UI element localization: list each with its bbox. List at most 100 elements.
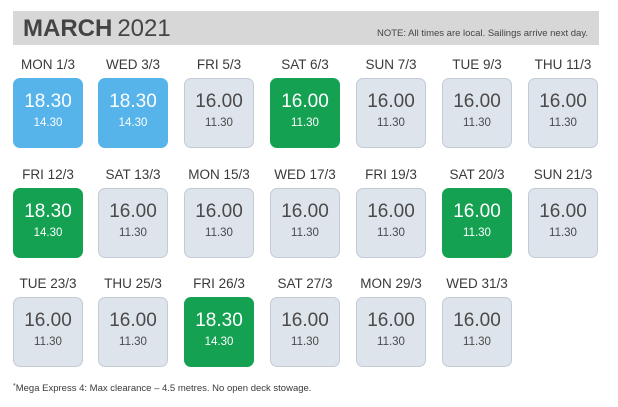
sailing-day-label: FRI 5/3 <box>196 57 242 72</box>
secondary-time: 11.30 <box>291 117 319 129</box>
sailing-day-label: SAT 20/3 <box>449 167 505 182</box>
sailing-cell[interactable]: MON 15/3 16.00 11.30 <box>184 167 254 263</box>
month-title: MARCH 2021 <box>23 15 171 42</box>
sailing-day-label: SAT 13/3 <box>105 167 161 182</box>
sailing-cell[interactable]: SAT 20/3 16.00 11.30 <box>442 167 512 263</box>
sailing-day-label: MON 29/3 <box>360 276 422 291</box>
sailing-cell[interactable]: THU 11/3 16.00 11.30 <box>528 57 598 153</box>
sailing-tile[interactable]: 16.00 11.30 <box>98 297 168 367</box>
secondary-time: 14.30 <box>33 117 63 129</box>
footnote: *Mega Express 4: Max clearance – 4.5 met… <box>13 381 311 395</box>
sailing-cell[interactable]: FRI 12/3 18.30 14.30 <box>13 167 83 263</box>
sailing-tile[interactable]: 18.30 14.30 <box>13 188 83 258</box>
departure-time: 18.30 <box>24 201 72 222</box>
sailing-day-label: SUN 21/3 <box>533 167 593 182</box>
sailing-tile[interactable]: 16.00 11.30 <box>356 297 426 367</box>
sailing-day-label: FRI 26/3 <box>193 276 245 291</box>
secondary-time: 11.30 <box>119 336 147 348</box>
secondary-time: 11.30 <box>291 336 319 348</box>
secondary-time: 11.30 <box>463 227 491 239</box>
sailing-cell[interactable]: TUE 23/3 16.00 11.30 <box>13 276 83 372</box>
sailing-tile[interactable]: 16.00 11.30 <box>13 297 83 367</box>
secondary-time: 11.30 <box>34 336 62 348</box>
sailing-tile[interactable]: 16.00 11.30 <box>184 78 254 148</box>
sailing-cell[interactable]: WED 17/3 16.00 11.30 <box>270 167 340 263</box>
departure-time: 16.00 <box>281 91 329 112</box>
sailing-cell[interactable]: WED 31/3 16.00 11.30 <box>442 276 512 372</box>
sailing-tile[interactable]: 16.00 11.30 <box>270 297 340 367</box>
departure-time: 16.00 <box>195 91 243 112</box>
departure-time: 16.00 <box>453 91 501 112</box>
sailing-cell[interactable]: FRI 19/3 16.00 11.30 <box>356 167 426 263</box>
sailing-cell[interactable]: SAT 13/3 16.00 11.30 <box>98 167 168 263</box>
secondary-time: 14.30 <box>204 336 234 348</box>
departure-time: 16.00 <box>281 201 329 222</box>
footnote-text: Mega Express 4: Max clearance – 4.5 metr… <box>15 383 312 394</box>
secondary-time: 11.30 <box>463 336 491 348</box>
sailing-day-label: MON 15/3 <box>188 167 250 182</box>
departure-time: 16.00 <box>24 310 72 331</box>
departure-time: 16.00 <box>109 310 157 331</box>
sailing-day-label: TUE 9/3 <box>452 57 502 72</box>
departure-time: 16.00 <box>195 201 243 222</box>
sailing-cell[interactable]: MON 1/3 18.30 14.30 <box>13 57 83 153</box>
sailing-cell[interactable]: MON 29/3 16.00 11.30 <box>356 276 426 372</box>
secondary-time: 11.30 <box>205 227 233 239</box>
sailing-day-label: TUE 23/3 <box>19 276 77 291</box>
sailing-cell[interactable]: FRI 5/3 16.00 11.30 <box>184 57 254 153</box>
sailing-tile[interactable]: 16.00 11.30 <box>442 188 512 258</box>
header-note: NOTE: All times are local. Sailings arri… <box>376 28 588 39</box>
secondary-time: 11.30 <box>549 227 577 239</box>
sailing-day-label: FRI 12/3 <box>22 167 74 182</box>
sailing-tile[interactable]: 16.00 11.30 <box>98 188 168 258</box>
month-header: MARCH 2021 NOTE: All times are local. Sai… <box>13 11 599 45</box>
sailing-tile[interactable]: 16.00 11.30 <box>442 297 512 367</box>
sailing-day-label: MON 1/3 <box>20 57 75 72</box>
departure-time: 16.00 <box>453 201 501 222</box>
sailing-tile[interactable]: 16.00 11.30 <box>528 78 598 148</box>
sailing-cell[interactable]: THU 25/3 16.00 11.30 <box>98 276 168 372</box>
month-year: 2021 <box>117 15 171 42</box>
secondary-time: 14.30 <box>118 117 148 129</box>
secondary-time: 11.30 <box>119 227 147 239</box>
departure-time: 16.00 <box>539 91 587 112</box>
month-name: MARCH <box>23 15 113 42</box>
sailing-tile[interactable]: 18.30 14.30 <box>98 78 168 148</box>
sailing-day-label: WED 17/3 <box>274 167 336 182</box>
secondary-time: 11.30 <box>291 227 319 239</box>
sailing-tile[interactable]: 16.00 11.30 <box>356 188 426 258</box>
departure-time: 16.00 <box>367 310 415 331</box>
sailing-tile[interactable]: 16.00 11.30 <box>184 188 254 258</box>
sailing-cell[interactable]: SAT 6/3 16.00 11.30 <box>270 57 340 153</box>
departure-time: 18.30 <box>195 310 243 331</box>
departure-time: 16.00 <box>367 201 415 222</box>
sailing-day-label: SAT 27/3 <box>277 276 333 291</box>
sailing-day-label: THU 25/3 <box>104 276 162 291</box>
sailing-cell[interactable]: SAT 27/3 16.00 11.30 <box>270 276 340 372</box>
sailing-cell[interactable]: FRI 26/3 18.30 14.30 <box>184 276 254 372</box>
secondary-time: 14.30 <box>33 227 63 239</box>
sailing-day-label: SAT 6/3 <box>281 57 329 72</box>
secondary-time: 11.30 <box>377 117 405 129</box>
sailing-tile[interactable]: 18.30 14.30 <box>13 78 83 148</box>
sailing-tile[interactable]: 16.00 11.30 <box>270 78 340 148</box>
departure-time: 16.00 <box>281 310 329 331</box>
footnote-marker: * <box>13 383 16 390</box>
sailing-tile[interactable]: 16.00 11.30 <box>270 188 340 258</box>
departure-time: 18.30 <box>109 91 157 112</box>
departure-time: 16.00 <box>539 201 587 222</box>
sailing-cell[interactable]: WED 3/3 18.30 14.30 <box>98 57 168 153</box>
sailing-day-label: THU 11/3 <box>534 57 592 72</box>
sailing-cell[interactable]: SUN 7/3 16.00 11.30 <box>356 57 426 153</box>
sailing-tile[interactable]: 18.30 14.30 <box>184 297 254 367</box>
departure-time: 16.00 <box>367 91 415 112</box>
departure-time: 16.00 <box>453 310 501 331</box>
sailing-cell[interactable]: TUE 9/3 16.00 11.30 <box>442 57 512 153</box>
sailing-tile[interactable]: 16.00 11.30 <box>356 78 426 148</box>
secondary-time: 11.30 <box>377 227 405 239</box>
sailing-tile[interactable]: 16.00 11.30 <box>442 78 512 148</box>
sailing-day-label: WED 3/3 <box>105 57 160 72</box>
sailing-day-label: WED 31/3 <box>446 276 508 291</box>
sailing-cell[interactable]: SUN 21/3 16.00 11.30 <box>528 167 598 263</box>
sailing-tile[interactable]: 16.00 11.30 <box>528 188 598 258</box>
